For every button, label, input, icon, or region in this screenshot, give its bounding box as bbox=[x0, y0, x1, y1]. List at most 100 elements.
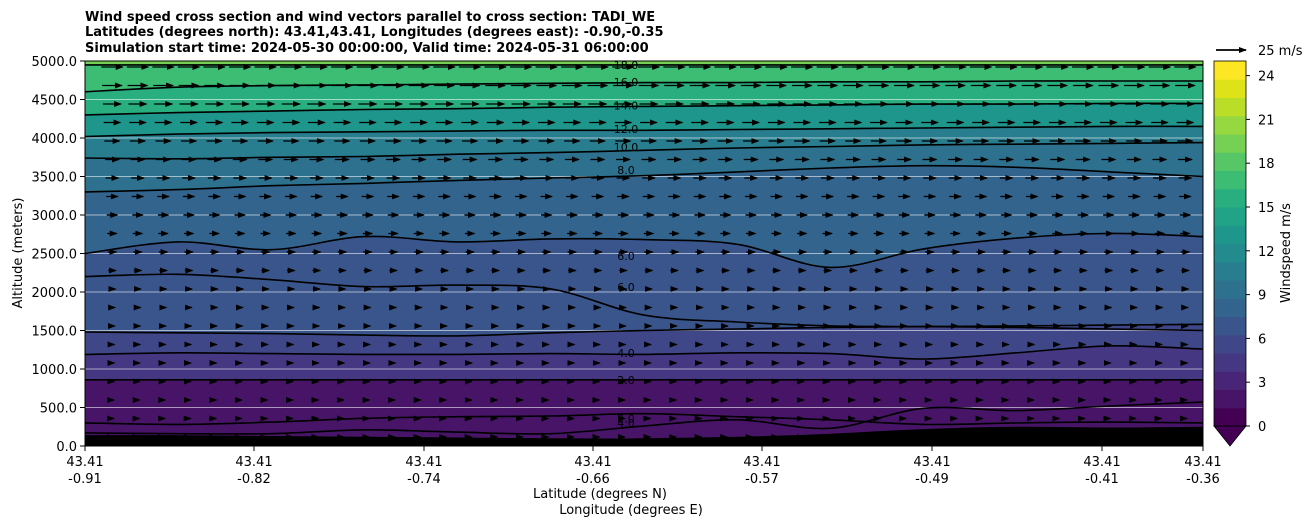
contour-line-1 bbox=[85, 80, 1203, 93]
colorbar-swatch bbox=[1214, 115, 1246, 135]
terrain bbox=[85, 426, 1203, 446]
contour-label-bg bbox=[790, 374, 818, 386]
colorbar-swatch bbox=[1214, 261, 1246, 281]
contour-label: 14.0 bbox=[614, 99, 639, 112]
colorbar-swatch bbox=[1214, 389, 1246, 409]
colorbar-frame bbox=[1213, 60, 1247, 427]
contour-label: 2.0 bbox=[617, 412, 635, 425]
colorbar-tick-label: 0 bbox=[1258, 420, 1266, 435]
plot-area: 18.016.014.012.010.08.06.06.04.02.02.04.… bbox=[85, 61, 1203, 446]
y-tick-label: 500.0 bbox=[40, 402, 77, 417]
colorbar-tick-label: 18 bbox=[1258, 157, 1275, 172]
colorbar-swatch bbox=[1214, 316, 1246, 336]
contour-label-bg bbox=[790, 141, 818, 153]
contour-line-3 bbox=[85, 125, 1203, 138]
contour-line-9 bbox=[85, 345, 1203, 360]
x-axis-label-longitude: Longitude (degrees E) bbox=[559, 503, 703, 518]
y-tick-label: 3000.0 bbox=[32, 209, 78, 224]
x-tick-label-lat: 43.41 bbox=[1083, 455, 1120, 470]
x-tick-label-lat: 43.41 bbox=[743, 455, 780, 470]
colorbar-tick-label: 15 bbox=[1258, 201, 1275, 216]
x-tick-label-lon: -0.66 bbox=[576, 472, 610, 487]
x-tick-label-lat: 43.41 bbox=[913, 455, 950, 470]
colorbar-swatch bbox=[1214, 280, 1246, 299]
contour-label: 8.0 bbox=[617, 164, 635, 177]
x-axis: 43.41 -0.91 43.41 -0.82 43.41 -0.74 43.41 -0.66… bbox=[66, 446, 1222, 487]
wind-vectors bbox=[101, 64, 1197, 440]
y-tick-label: 3500.0 bbox=[32, 171, 78, 186]
y-tick-label: 2000.0 bbox=[32, 286, 78, 301]
y-tick-label: 4500.0 bbox=[32, 94, 78, 109]
contour-label-bg bbox=[790, 123, 818, 135]
contour-line-4 bbox=[85, 141, 1203, 160]
chart-title-line-1: Wind speed cross section and wind vector… bbox=[85, 10, 655, 25]
x-axis-label-latitude: Latitude (degrees N) bbox=[533, 487, 667, 502]
x-tick-label-lon: -0.41 bbox=[1085, 472, 1119, 487]
colorbar: 0 3 6 9 12 15 18 21 24 bbox=[1213, 60, 1275, 447]
vector-key-label: 25 m/s bbox=[1258, 44, 1303, 59]
contour-label-bg bbox=[510, 281, 538, 293]
colorbar-label: Windspeed m/s bbox=[1279, 203, 1294, 303]
contour-label-bg bbox=[697, 417, 725, 429]
y-tick-label: 0.0 bbox=[56, 440, 77, 455]
y-axis-label: Altitude (meters) bbox=[11, 198, 26, 309]
colorbar-swatch bbox=[1214, 407, 1246, 427]
colorbar-swatch bbox=[1214, 152, 1246, 171]
contour-label: 6.0 bbox=[617, 281, 635, 294]
contour-label-bg bbox=[790, 164, 818, 176]
colorbar-tick-label: 9 bbox=[1258, 289, 1266, 304]
y-tick-label: 1000.0 bbox=[32, 363, 78, 378]
colorbar-swatch bbox=[1214, 334, 1246, 354]
contour-label: 16.0 bbox=[614, 76, 639, 89]
contour-line-8 bbox=[85, 323, 1203, 337]
band-above-18.0-0 bbox=[85, 61, 1203, 65]
contour-line-7 bbox=[85, 273, 1203, 332]
contour-label: 4.0 bbox=[617, 417, 635, 430]
y-tick-label: 2500.0 bbox=[32, 248, 78, 263]
colorbar-swatch bbox=[1214, 371, 1246, 390]
x-tick-label-lon: -0.82 bbox=[237, 472, 271, 487]
contour-label: 6.0 bbox=[617, 250, 635, 263]
x-tick-label-lon: -0.36 bbox=[1186, 472, 1220, 487]
y-tick-label: 4000.0 bbox=[32, 132, 78, 147]
colorbar-swatch bbox=[1214, 225, 1246, 244]
contour-line-6 bbox=[85, 232, 1203, 269]
colorbar-swatch bbox=[1214, 79, 1246, 98]
colorbar-swatch bbox=[1214, 97, 1246, 117]
contour-line-12 bbox=[85, 401, 1203, 435]
colorbar-swatch bbox=[1214, 170, 1246, 190]
contour-label-bg bbox=[790, 347, 818, 359]
y-axis: 0.0 500.0 1000.0 1500.0 2000.0 2500.0 3000.0 35… bbox=[32, 55, 85, 455]
chart-title-line-3: Simulation start time: 2024-05-30 00:00:… bbox=[85, 41, 649, 56]
contour-label-bg bbox=[790, 250, 818, 262]
contour-label: 10.0 bbox=[614, 141, 639, 154]
contour-label-bg bbox=[790, 99, 818, 111]
y-tick-label: 1500.0 bbox=[32, 325, 78, 340]
x-tick-label-lon: -0.49 bbox=[915, 472, 949, 487]
colorbar-swatch bbox=[1214, 61, 1246, 80]
contour-line-5 bbox=[85, 164, 1203, 193]
contour-label: 4.0 bbox=[617, 347, 635, 360]
contour-line-11 bbox=[85, 412, 1203, 426]
contour-label-bg bbox=[790, 412, 818, 424]
x-tick-label-lat: 43.41 bbox=[235, 455, 272, 470]
colorbar-extend-triangle bbox=[1213, 425, 1247, 447]
contour-label-bg bbox=[790, 76, 818, 88]
contour-label: 2.0 bbox=[617, 374, 635, 387]
x-tick-label-lat: 43.41 bbox=[1184, 455, 1221, 470]
colorbar-tick-label: 21 bbox=[1258, 113, 1275, 128]
y-tick-label: 5000.0 bbox=[32, 55, 78, 70]
colorbar-swatch bbox=[1214, 353, 1246, 372]
colorbar-swatch bbox=[1214, 188, 1246, 208]
colorbar-tick-label: 12 bbox=[1258, 245, 1275, 260]
contour-line-2 bbox=[85, 102, 1203, 116]
contour-lines: 18.016.014.012.010.08.06.06.04.02.02.04.… bbox=[85, 61, 1203, 435]
x-tick-label-lon: -0.74 bbox=[407, 472, 441, 487]
colorbar-tick-label: 24 bbox=[1258, 70, 1275, 85]
colorbar-swatch bbox=[1214, 298, 1246, 317]
x-tick-label-lat: 43.41 bbox=[405, 455, 442, 470]
colorbar-swatch bbox=[1214, 207, 1246, 226]
colorbar-swatch bbox=[1214, 243, 1246, 263]
x-tick-label-lon: -0.91 bbox=[68, 472, 102, 487]
